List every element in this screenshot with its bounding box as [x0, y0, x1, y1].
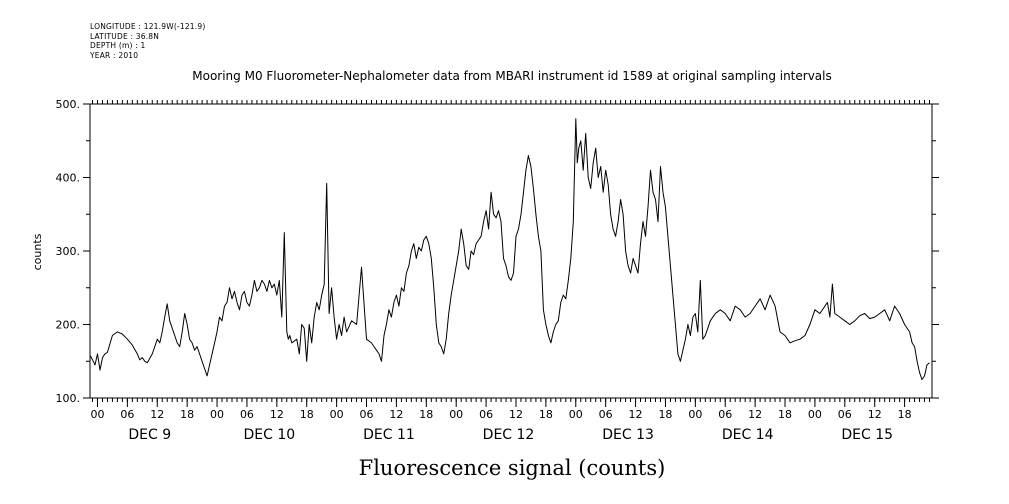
- longitude-text: LONGITUDE : 121.9W(-121.9): [90, 22, 206, 31]
- x-tick-label: 00: [449, 408, 463, 421]
- latitude-text: LATITUDE : 36.8N: [90, 31, 160, 41]
- x-tick-label: 12: [509, 408, 523, 421]
- x-tick-label: 12: [868, 408, 882, 421]
- x-tick-label: 18: [658, 408, 672, 421]
- plot-frame: [89, 103, 933, 399]
- metadata-block: LONGITUDE : 121.9W(-121.9) LATITUDE : 36…: [90, 22, 205, 60]
- day-label: DEC 11: [363, 427, 415, 443]
- x-tick-label: 18: [419, 408, 433, 421]
- y-tick-label: 400.: [56, 172, 81, 185]
- year-text: YEAR : 2010: [90, 50, 139, 60]
- x-tick-label: 12: [389, 408, 403, 421]
- x-tick-label: 06: [838, 408, 852, 421]
- y-tick-label: 100.: [56, 392, 81, 405]
- x-tick-label: 12: [150, 408, 164, 421]
- chart-title: Mooring M0 Fluorometer-Nephalometer data…: [192, 69, 832, 83]
- x-tick-label: 00: [210, 408, 224, 421]
- x-tick-label: 06: [120, 408, 134, 421]
- x-tick-label: 18: [539, 408, 553, 421]
- y-tick-label: 300.: [56, 245, 81, 258]
- x-tick-label: 06: [718, 408, 732, 421]
- axes-layer: 100. 200. 300. 400. 500. 00 06 12 18 00 06 12 18 00 06…: [56, 98, 939, 443]
- x-tick-label: 18: [778, 408, 792, 421]
- x-tick-label: 06: [240, 408, 254, 421]
- x-tick-label: 12: [270, 408, 284, 421]
- x-tick-label: 18: [180, 408, 194, 421]
- x-tick-label: 12: [629, 408, 643, 421]
- series-line: [89, 118, 930, 381]
- x-tick-label: 06: [479, 408, 493, 421]
- x-tick-label: 12: [748, 408, 762, 421]
- day-label: DEC 14: [722, 427, 774, 443]
- x-tick-label: 00: [90, 408, 104, 421]
- x-tick-label: 00: [330, 408, 344, 421]
- x-tick-label: 06: [599, 408, 613, 421]
- x-tick-label: 18: [300, 408, 314, 421]
- y-axis-label: counts: [31, 233, 44, 270]
- day-label: DEC 10: [244, 427, 296, 443]
- day-label: DEC 13: [602, 427, 654, 443]
- x-tick-label: 00: [808, 408, 822, 421]
- x-tick-label: 00: [569, 408, 583, 421]
- depth-text: DEPTH (m) : 1: [90, 41, 146, 50]
- x-tick-label: 00: [688, 408, 702, 421]
- y-tick-label: 200.: [56, 319, 81, 332]
- x-tick-label: 06: [360, 408, 374, 421]
- x-axis-label: Fluorescence signal (counts): [359, 456, 666, 480]
- x-tick-label: 18: [898, 408, 912, 421]
- y-tick-label: 500.: [56, 98, 81, 111]
- day-label: DEC 9: [128, 427, 171, 443]
- day-label: DEC 15: [841, 427, 893, 443]
- day-label: DEC 12: [483, 427, 535, 443]
